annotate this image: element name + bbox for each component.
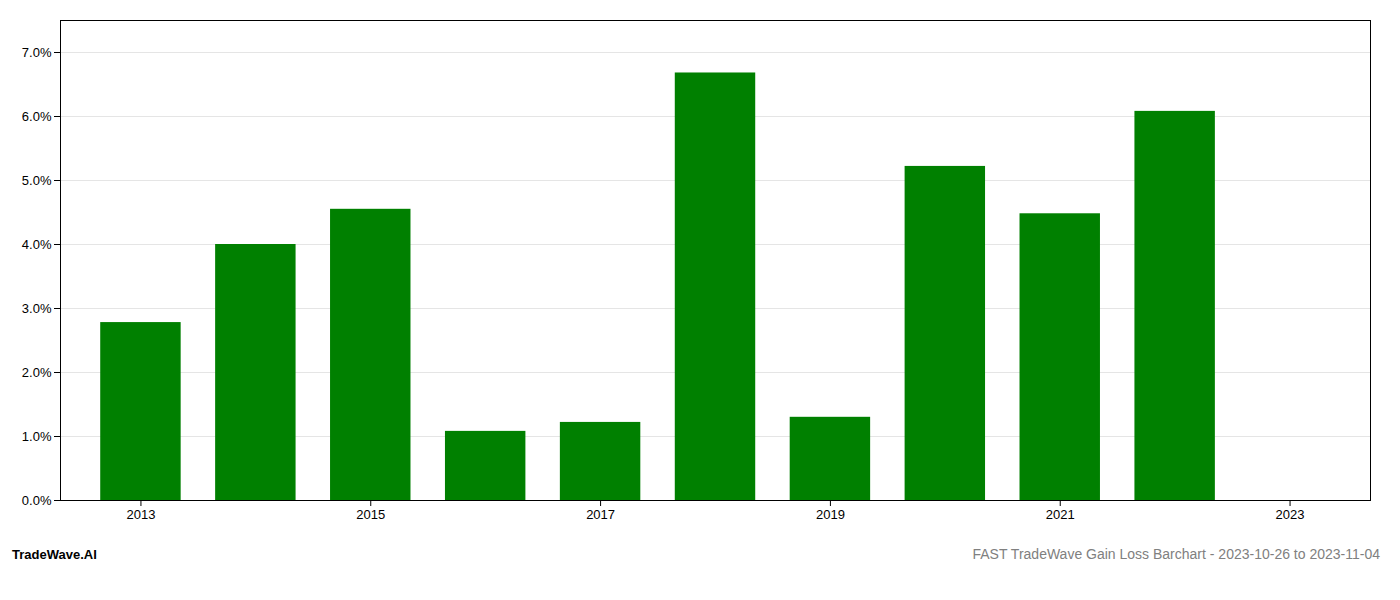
svg-text:7.0%: 7.0% xyxy=(22,45,52,60)
svg-text:5.0%: 5.0% xyxy=(22,173,52,188)
svg-text:2.0%: 2.0% xyxy=(22,365,52,380)
html-text:FAST TradeWave Gain Loss Barch: FAST TradeWave Gain Loss Barchart - 2023… xyxy=(972,546,1380,562)
svg-text:2017: 2017 xyxy=(586,507,615,522)
svg-text:3.0%: 3.0% xyxy=(22,301,52,316)
svg-text:1.0%: 1.0% xyxy=(22,429,52,444)
svg-text:4.0%: 4.0% xyxy=(22,237,52,252)
html-text:TradeWave.AI: TradeWave.AI xyxy=(12,547,97,562)
svg-text:0.0%: 0.0% xyxy=(22,493,52,508)
svg-text:2021: 2021 xyxy=(1046,507,1075,522)
svg-text:2015: 2015 xyxy=(356,507,385,522)
svg-text:2013: 2013 xyxy=(126,507,155,522)
svg-text:2023: 2023 xyxy=(1276,507,1305,522)
svg-text:6.0%: 6.0% xyxy=(22,109,52,124)
svg-text:2019: 2019 xyxy=(816,507,845,522)
